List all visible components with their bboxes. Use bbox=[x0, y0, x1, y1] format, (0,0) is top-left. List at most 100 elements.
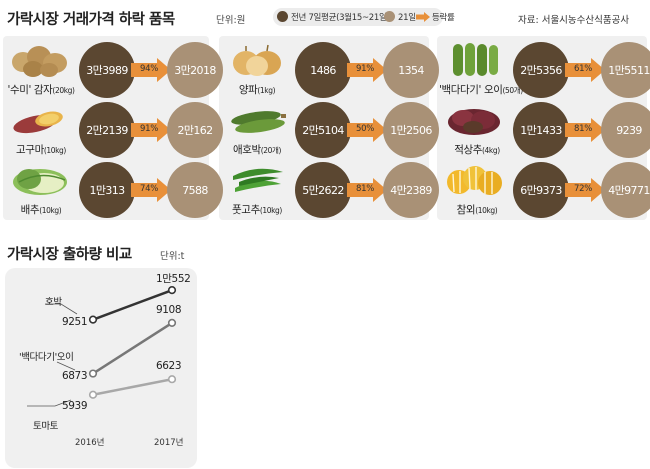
item-label: 양파(1kg) bbox=[219, 82, 295, 97]
zucchini-image bbox=[229, 102, 287, 138]
price-row: '수미' 감자(20kg) 3만3989 94% 3만2018 bbox=[3, 40, 223, 100]
legend-now-label: 21일 bbox=[398, 13, 416, 23]
item-unit: (20kg) bbox=[52, 86, 75, 95]
legend: 전년 7일평균(3월15~21일) 21일 등락률 bbox=[273, 8, 455, 26]
prev-price-circle: 2만5104 bbox=[295, 102, 351, 158]
change-rate: 61% bbox=[574, 64, 592, 74]
item-unit: (4kg) bbox=[482, 146, 500, 155]
chart-unit: 단위:t bbox=[160, 251, 185, 262]
series-line bbox=[92, 288, 173, 321]
potato-image bbox=[11, 42, 69, 78]
data-point bbox=[167, 318, 177, 327]
data-label: 5939 bbox=[62, 399, 88, 412]
item-unit: (10kg) bbox=[259, 206, 283, 215]
data-label: 9108 bbox=[156, 303, 182, 316]
item-label: 적상추(4kg) bbox=[439, 142, 515, 157]
now-price-circle: 4만2389 bbox=[383, 162, 439, 218]
price-row: 고구마(10kg) 2만2139 91% 2만162 bbox=[3, 100, 223, 160]
now-price-circle: 7588 bbox=[167, 162, 223, 218]
now-price-circle: 1만2506 bbox=[383, 102, 439, 158]
prev-price-circle: 1만313 bbox=[79, 162, 135, 218]
item-unit: (10kg) bbox=[475, 206, 498, 215]
prev-price-circle: 2만2139 bbox=[79, 102, 135, 158]
change-rate: 72% bbox=[574, 184, 592, 194]
item-unit: (50개) bbox=[502, 86, 523, 95]
series-name: 호박 bbox=[45, 297, 62, 308]
item-label: 애호박(20개) bbox=[219, 142, 295, 157]
data-label: 9251 bbox=[62, 315, 88, 328]
change-arrow-icon bbox=[347, 118, 387, 142]
price-row: 배추(10kg) 1만313 74% 7588 bbox=[3, 160, 223, 220]
item-name: 참외 bbox=[456, 204, 476, 216]
item-label: 풋고추(10kg) bbox=[219, 202, 295, 217]
prev-price-circle: 1만1433 bbox=[513, 102, 569, 158]
x-tick-label: 2017년 bbox=[154, 438, 184, 448]
prev-price-circle: 6만9373 bbox=[513, 162, 569, 218]
price-row: 애호박(20개) 2만5104 50% 1만2506 bbox=[219, 100, 439, 160]
series-name-leader bbox=[27, 399, 72, 407]
data-point bbox=[88, 390, 98, 399]
change-arrow-icon bbox=[565, 58, 605, 82]
legend-arrow-icon bbox=[416, 12, 430, 22]
x-tick-label: 2016년 bbox=[75, 438, 105, 448]
change-rate: 91% bbox=[140, 124, 158, 134]
item-label: 참외(10kg) bbox=[439, 202, 515, 217]
now-price-circle: 4만9771 bbox=[601, 162, 650, 218]
item-name: 애호박 bbox=[232, 144, 261, 156]
change-rate: 74% bbox=[140, 184, 158, 194]
red-lettuce-image bbox=[445, 102, 503, 138]
change-arrow-icon bbox=[347, 178, 387, 202]
data-point bbox=[88, 369, 98, 378]
series-name: '백다다기'오이 bbox=[19, 352, 74, 363]
legend-prev-label: 전년 7일평균(3월15~21일) bbox=[291, 13, 390, 23]
series-name-leader bbox=[56, 361, 76, 371]
change-rate: 91% bbox=[356, 64, 374, 74]
change-rate: 81% bbox=[356, 184, 374, 194]
prev-price-circle: 2만5356 bbox=[513, 42, 569, 98]
change-arrow-icon bbox=[565, 178, 605, 202]
item-unit: (20개) bbox=[260, 146, 282, 155]
item-label: '수미' 감자(20kg) bbox=[3, 82, 79, 97]
now-price-circle: 2만162 bbox=[167, 102, 223, 158]
change-rate: 50% bbox=[356, 124, 374, 134]
data-point bbox=[167, 286, 177, 295]
green-pepper-image bbox=[229, 162, 287, 198]
korean-melon-image bbox=[445, 162, 503, 198]
change-rate: 81% bbox=[574, 124, 592, 134]
item-unit: (10kg) bbox=[43, 146, 67, 155]
page-title: 가락시장 거래가격 하락 품목 bbox=[7, 12, 175, 28]
legend-now-dot bbox=[384, 11, 395, 22]
item-name: '백다다기' 오이 bbox=[439, 84, 503, 96]
price-row: 참외(10kg) 6만9373 72% 4만9771 bbox=[437, 160, 650, 220]
change-arrow-icon bbox=[131, 58, 171, 82]
chart-panel: 9251 1만552 호박 6873 9108 '백다다기'오이 5939 6623 토마토 20… bbox=[5, 268, 197, 468]
legend-rate-label: 등락률 bbox=[432, 13, 455, 23]
change-arrow-icon bbox=[131, 118, 171, 142]
item-name: 배추 bbox=[20, 204, 40, 216]
item-name: 양파 bbox=[238, 84, 258, 96]
price-row: 양파(1kg) 1486 91% 1354 bbox=[219, 40, 439, 100]
chart-title: 가락시장 출하량 비교 bbox=[7, 247, 132, 263]
item-name: 고구마 bbox=[16, 144, 44, 156]
series-line bbox=[92, 321, 173, 375]
now-price-circle: 3만2018 bbox=[167, 42, 223, 98]
now-price-circle: 1354 bbox=[383, 42, 439, 98]
onion-image bbox=[229, 42, 287, 78]
change-arrow-icon bbox=[131, 178, 171, 202]
item-unit: (1kg) bbox=[257, 86, 276, 95]
data-label: 6873 bbox=[62, 369, 88, 382]
chart-area bbox=[27, 286, 177, 407]
series-name-leader bbox=[45, 303, 78, 315]
data-label: 1만552 bbox=[156, 273, 191, 286]
series-name: 토마토 bbox=[33, 421, 59, 432]
item-name: 적상추 bbox=[454, 144, 483, 156]
legend-prev-dot bbox=[277, 11, 288, 22]
price-row: 풋고추(10kg) 5만2622 81% 4만2389 bbox=[219, 160, 439, 220]
data-point bbox=[167, 375, 177, 384]
prev-price-circle: 1486 bbox=[295, 42, 351, 98]
cucumber-image bbox=[445, 42, 503, 78]
change-rate: 94% bbox=[140, 64, 158, 74]
prev-price-circle: 3만3989 bbox=[79, 42, 135, 98]
unit-label: 단위:원 bbox=[216, 15, 246, 26]
